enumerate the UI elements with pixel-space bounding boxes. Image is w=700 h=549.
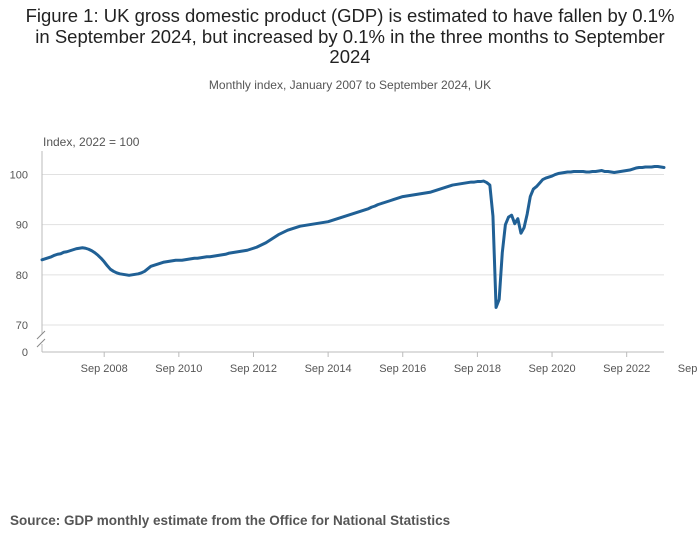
x-tick-label-sep-2008: Sep 2008: [81, 363, 128, 375]
x-tick-label-sep-2020: Sep 2020: [528, 363, 575, 375]
chart-title: Figure 1: UK gross domestic product (GDP…: [25, 5, 675, 67]
chart-source: Source: GDP monthly estimate from the Of…: [10, 513, 451, 528]
x-tick-label-sep-2024: Sep 2024: [678, 363, 700, 375]
y-tick-label-90: 90: [16, 220, 28, 232]
y-tick-label-80: 80: [16, 270, 28, 282]
y-tick-label-100: 100: [10, 170, 28, 182]
series-line-gdp: [40, 165, 666, 309]
axes: [36, 151, 664, 353]
y-axis-label: Index, 2022 = 100: [43, 135, 140, 149]
axis-break-mark-upper: [36, 330, 46, 340]
x-tick-label-sep-2014: Sep 2014: [305, 363, 352, 375]
gridlines: [42, 174, 664, 326]
chart-subtitle: Monthly index, January 2007 to September…: [208, 78, 492, 92]
series-layer: [40, 165, 666, 309]
x-tick-label-sep-2016: Sep 2016: [379, 363, 426, 375]
x-tick-label-sep-2018: Sep 2018: [454, 363, 501, 375]
y-axis-ticks: 70 80 90 100 0: [10, 170, 28, 359]
x-tick-label-sep-2010: Sep 2010: [155, 363, 202, 375]
x-tick-label-sep-2022: Sep 2022: [603, 363, 650, 375]
y-tick-label-0: 0: [22, 347, 28, 359]
x-axis-ticks: Sep 2008 Sep 2010 Sep 2012 Sep 2014 Sep 2016…: [81, 352, 700, 375]
y-tick-label-70: 70: [16, 320, 28, 332]
x-tick-label-sep-2012: Sep 2012: [230, 363, 277, 375]
axis-break-mark-lower: [36, 338, 46, 348]
